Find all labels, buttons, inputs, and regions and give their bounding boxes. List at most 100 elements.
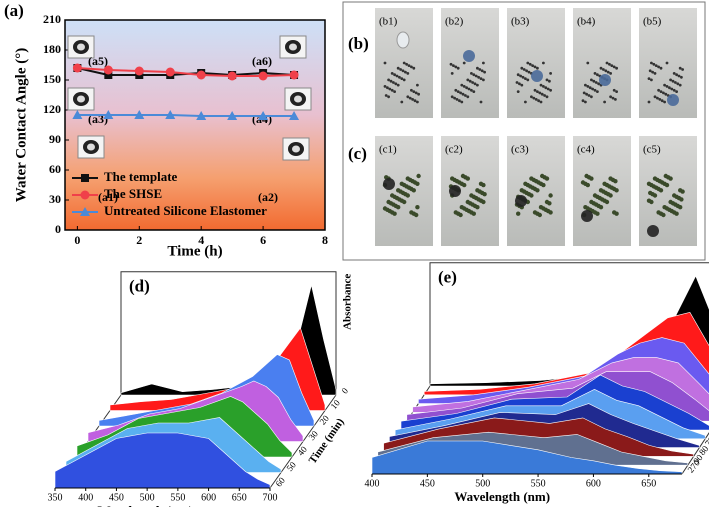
- photo-particle: [476, 83, 479, 87]
- panel-label: (e): [438, 268, 457, 287]
- photo-particle: [529, 176, 534, 181]
- photo-particle: [455, 98, 459, 101]
- x-tick-label: 500: [475, 478, 490, 489]
- x-tick-label: 6: [260, 233, 266, 247]
- photo-label: (c4): [577, 144, 595, 156]
- photo-particle: [546, 87, 550, 91]
- z-tick-label: 80: [697, 443, 709, 457]
- droplet: [515, 195, 527, 207]
- droplet: [667, 94, 679, 106]
- z-tick-label: 50: [284, 459, 298, 473]
- annotation: (a2): [258, 190, 278, 204]
- x-tick-label: 650: [232, 492, 247, 503]
- photo-particle: [548, 193, 553, 198]
- marker: [165, 67, 175, 77]
- photo-particle: [658, 98, 662, 101]
- photo-particle: [669, 78, 672, 82]
- photo-particle: [657, 65, 660, 69]
- photo-particle: [452, 64, 455, 67]
- photo-label: (b1): [379, 16, 398, 28]
- photo-particle: [396, 83, 400, 87]
- marker: [227, 71, 237, 81]
- photo-particle: [453, 210, 458, 215]
- photo-particle: [538, 205, 544, 210]
- photo-particle: [540, 173, 545, 179]
- legend-marker: [81, 174, 89, 182]
- photo-particle: [603, 100, 606, 104]
- photo-particle: [586, 61, 590, 65]
- photo-particle: [483, 70, 486, 74]
- photo-particle: [675, 90, 678, 93]
- photo-particle: [593, 88, 597, 92]
- photo-particle: [382, 206, 388, 211]
- photo-particle: [458, 99, 461, 103]
- photo-particle: [597, 82, 600, 86]
- photo-particle: [647, 100, 651, 104]
- x-axis-label: Wavelength (nm): [97, 503, 193, 507]
- photo-particle: [516, 211, 521, 216]
- depth-axis: [681, 432, 709, 475]
- photo-particle: [479, 100, 483, 104]
- photo-particle: [400, 77, 404, 80]
- photo-particle: [665, 85, 669, 88]
- photo-particle: [533, 88, 537, 92]
- photo-particle: [466, 78, 470, 82]
- photo-particle: [393, 73, 396, 77]
- photo-particle: [460, 173, 466, 179]
- x-tick-label: 2: [136, 233, 142, 247]
- photo-particle: [388, 87, 392, 91]
- photo-particle: [675, 73, 678, 77]
- photo-particle: [478, 181, 484, 186]
- photo-particle: [584, 100, 587, 104]
- marker: [72, 63, 82, 73]
- back-plane: [120, 271, 337, 395]
- photo-particle: [537, 99, 540, 103]
- photo-particle: [405, 176, 410, 181]
- photo-particle: [410, 65, 413, 69]
- inset-droplet: [77, 95, 85, 103]
- photo-particle: [615, 66, 618, 70]
- photo-particle: [543, 94, 546, 97]
- photo-particle: [584, 173, 589, 179]
- photo-particle: [549, 72, 552, 75]
- z-tick-label: 60: [273, 475, 287, 489]
- x-axis-label: Wavelength (nm): [454, 489, 550, 504]
- photo-particle: [545, 78, 549, 82]
- series-line: [77, 67, 295, 77]
- photo-particle: [474, 74, 478, 78]
- photo-particle: [468, 79, 472, 83]
- photo-particle: [672, 72, 676, 75]
- droplet: [449, 185, 461, 197]
- marker: [134, 66, 144, 76]
- photo-particle: [454, 88, 458, 92]
- photo-particle: [392, 81, 395, 84]
- photo-particle: [450, 95, 454, 99]
- photo-particle: [390, 193, 395, 198]
- photo-particle: [662, 91, 665, 95]
- y-axis-label: Water Contact Angle (°): [13, 48, 29, 202]
- photo-particle: [396, 66, 400, 70]
- photo-particle: [462, 85, 466, 88]
- photo-particle: [594, 81, 598, 84]
- photo-particle: [599, 66, 603, 70]
- photo-particle: [417, 92, 420, 96]
- x-tick-label: 600: [201, 492, 216, 503]
- photo-particle: [404, 70, 407, 74]
- photo-particle: [386, 199, 391, 205]
- y-tick-label: 90: [49, 132, 61, 146]
- photo-particle: [407, 64, 411, 67]
- photo-particle: [454, 65, 458, 69]
- photo-particle: [663, 83, 666, 87]
- photo-particle: [591, 87, 594, 91]
- photo-particle: [539, 83, 543, 87]
- back-plane: [429, 262, 709, 386]
- panel-label: (b): [348, 34, 369, 53]
- marker: [104, 71, 113, 79]
- photo-particle: [588, 86, 592, 90]
- legend-marker: [80, 207, 90, 216]
- photo-particle: [461, 92, 465, 96]
- photo-particle: [515, 81, 519, 84]
- photo-particle: [664, 92, 668, 96]
- annotation: (a1): [98, 190, 118, 204]
- photo-particle: [651, 70, 654, 74]
